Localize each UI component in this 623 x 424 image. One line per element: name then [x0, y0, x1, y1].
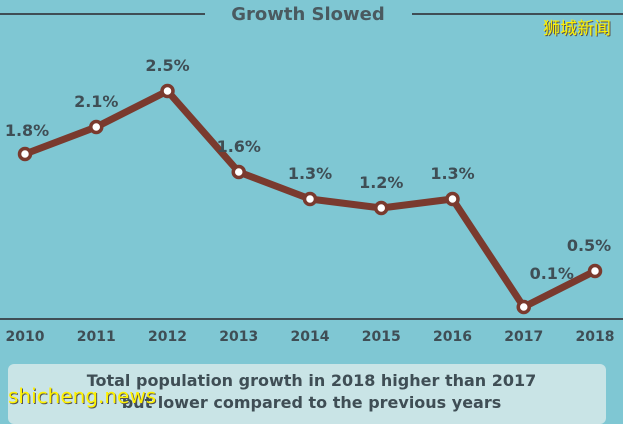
caption-line-2: but lower compared to the previous years — [121, 393, 502, 412]
data-point — [445, 191, 460, 207]
data-label: 1.2% — [359, 173, 403, 192]
caption-box — [8, 364, 606, 424]
data-label: 2.1% — [74, 92, 118, 111]
data-label: 2.5% — [145, 56, 189, 75]
x-tick-label: 2010 — [6, 329, 45, 345]
data-label: 0.1% — [530, 264, 574, 283]
x-tick-label: 2011 — [77, 329, 116, 345]
x-tick-label: 2018 — [576, 329, 615, 345]
watermark-en: shicheng.news — [8, 384, 157, 408]
data-label: 1.3% — [430, 164, 474, 183]
data-point — [587, 263, 603, 279]
data-point — [374, 200, 389, 216]
x-tick-label: 2013 — [219, 329, 258, 345]
x-tick-label: 2012 — [148, 329, 187, 345]
data-label: 0.5% — [567, 236, 611, 255]
data-point — [89, 119, 104, 135]
data-point — [231, 164, 246, 180]
watermark-cn: 狮城新闻 — [543, 19, 611, 39]
x-tick-label: 2017 — [504, 329, 543, 345]
caption: Total population growth in 2018 higher t… — [0, 370, 623, 414]
data-label: 1.8% — [5, 121, 49, 140]
x-tick-label: 2014 — [291, 329, 330, 345]
data-point — [516, 299, 531, 315]
chart-title: Growth Slowed — [231, 4, 385, 25]
data-point — [160, 83, 175, 99]
data-point — [302, 191, 318, 207]
x-tick-label: 2016 — [433, 329, 472, 345]
data-label: 1.3% — [288, 164, 332, 183]
data-label: 1.6% — [217, 137, 261, 156]
x-tick-label: 2015 — [362, 329, 401, 345]
caption-line-1: Total population growth in 2018 higher t… — [86, 371, 537, 390]
data-point — [17, 146, 33, 162]
